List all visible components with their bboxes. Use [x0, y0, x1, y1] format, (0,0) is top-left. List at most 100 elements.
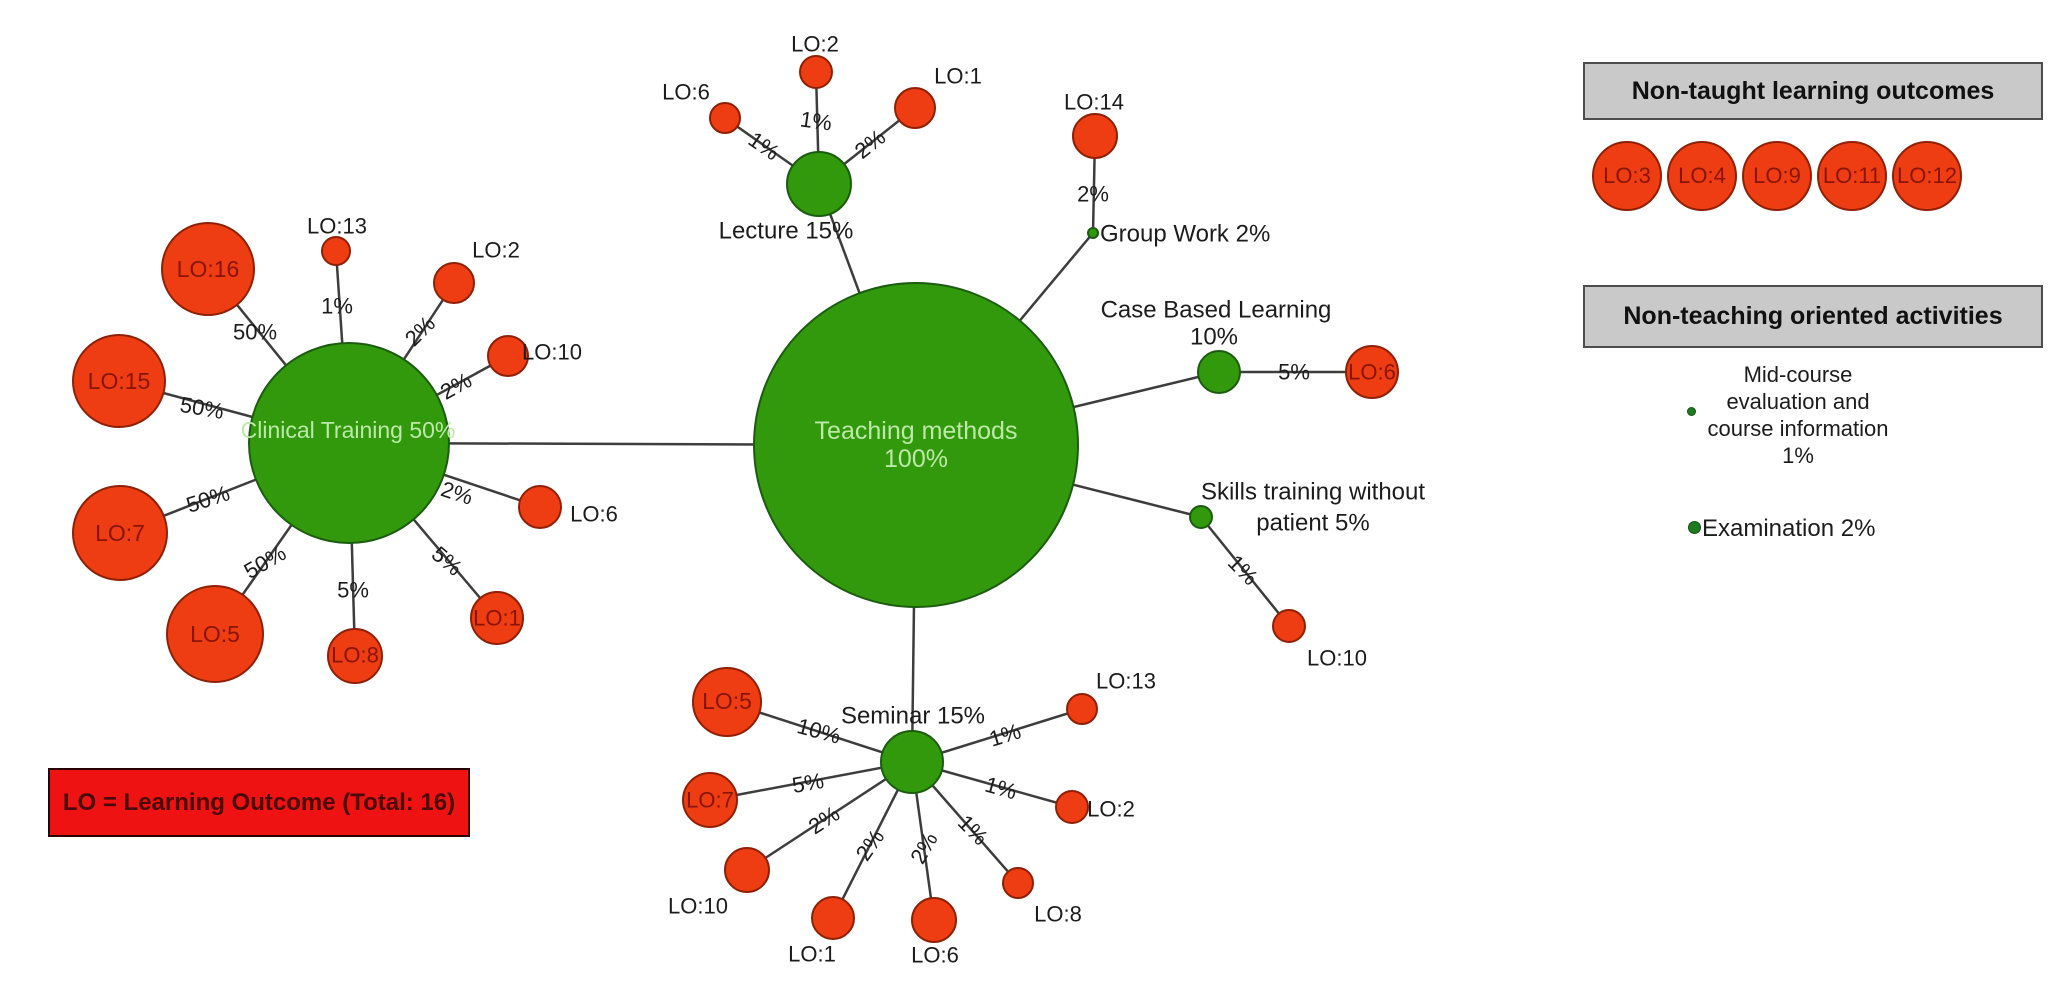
- node-cl-lo1: [470, 591, 524, 645]
- lo-label: LO:13: [307, 214, 367, 239]
- pct-label: 50%: [183, 480, 233, 517]
- edge-seminar-sem-lo10: [746, 760, 913, 872]
- node-sem-lo5: [692, 667, 762, 737]
- node-inner-label: LO:6: [1348, 360, 1396, 385]
- pct-label: 10%: [794, 713, 843, 749]
- non-taught-lo-chip: LO:11: [1817, 141, 1887, 211]
- pct-label: 2%: [1077, 182, 1109, 207]
- node-inner-label: LO:1: [473, 606, 521, 631]
- method-label: Seminar 15%: [841, 703, 985, 730]
- node-sem-lo2: [1055, 790, 1089, 824]
- node-cl-lo13: [321, 236, 351, 266]
- method-label: 10%: [1190, 324, 1238, 351]
- node-sem-lo6: [911, 897, 957, 943]
- pct-label: 2%: [436, 367, 476, 404]
- pct-label: 5%: [1278, 360, 1310, 385]
- non-taught-outcomes-row: LO:3 LO:4 LO:9 LO:11 LO:12: [1592, 141, 1962, 211]
- lo-label: LO:10: [1307, 646, 1367, 671]
- method-label: Case Based Learning: [1101, 297, 1332, 324]
- pct-label: 1%: [982, 772, 1019, 805]
- node-cl-lo6: [518, 485, 562, 529]
- node-inner-label: 100%: [884, 445, 948, 473]
- midcourse-line: Mid-course: [1743, 362, 1853, 387]
- node-groupwork: [1087, 227, 1099, 239]
- node-inner-label: LO:16: [177, 256, 240, 282]
- examination-bullet-icon: [1688, 521, 1701, 534]
- node-inner-label: LO:7: [95, 520, 145, 546]
- lo-label: LO:6: [911, 943, 959, 968]
- edge-skills-sk-lo10: [1200, 516, 1290, 627]
- node-lecture: [786, 151, 852, 217]
- node-inner-label: LO:8: [331, 643, 379, 668]
- lo-label: LO:1: [934, 64, 982, 89]
- node-inner-label: LO:15: [88, 368, 151, 394]
- pct-label: 2%: [850, 124, 890, 163]
- node-inner-label: Clinical Training 50%: [241, 417, 456, 443]
- node-cl-lo7: [72, 485, 168, 581]
- node-gw-lo14: [1072, 113, 1118, 159]
- lo-label: LO:14: [1064, 90, 1124, 115]
- edge-seminar-sem-lo7: [709, 760, 913, 802]
- pct-label: 2%: [851, 825, 890, 865]
- node-teaching: [753, 282, 1079, 608]
- legend-box: LO = Learning Outcome (Total: 16): [48, 768, 470, 837]
- pct-label: 1%: [321, 294, 353, 319]
- node-sem-lo10: [724, 847, 770, 893]
- non-taught-lo-chip: LO:4: [1667, 141, 1737, 211]
- lo-label: LO:13: [1096, 669, 1156, 694]
- method-label: Lecture 15%: [719, 218, 854, 245]
- pct-label: 2%: [438, 476, 476, 510]
- lo-label: LO:2: [1087, 797, 1135, 822]
- node-seminar: [880, 730, 944, 794]
- pct-label: 5%: [790, 768, 826, 798]
- examination-label: Examination 2%: [1702, 515, 1876, 542]
- node-cl-lo5: [166, 585, 264, 683]
- node-inner-label: LO:5: [190, 621, 240, 647]
- node-inner-label: LO:5: [702, 688, 752, 714]
- node-cl-lo8: [327, 628, 383, 684]
- pct-label: 2%: [804, 801, 844, 839]
- node-inner-label: Teaching methods: [815, 417, 1018, 445]
- method-label: Skills training without: [1201, 479, 1425, 506]
- non-taught-outcomes-title: Non-taught learning outcomes: [1583, 62, 2043, 120]
- lo-label: LO:2: [472, 238, 520, 263]
- node-lec-lo2: [799, 55, 833, 89]
- node-cl-lo10: [487, 335, 529, 377]
- midcourse-line: course information: [1707, 416, 1889, 441]
- node-sem-lo7: [682, 772, 738, 828]
- midcourse-bullet-icon: [1687, 407, 1696, 416]
- lo-label: LO:10: [668, 894, 728, 919]
- method-label: patient 5%: [1256, 510, 1369, 537]
- non-taught-lo-chip: LO:3: [1592, 141, 1662, 211]
- pct-label: 1%: [799, 106, 834, 135]
- pct-label: 50%: [233, 320, 277, 345]
- midcourse-line: 1%: [1782, 443, 1814, 468]
- pct-label: 5%: [337, 578, 369, 603]
- midcourse-line: evaluation and: [1726, 389, 1870, 414]
- lo-label: LO:6: [662, 80, 710, 105]
- node-cbl: [1197, 350, 1241, 394]
- lo-label: LO:8: [1034, 902, 1082, 927]
- pct-label: 2%: [905, 828, 943, 868]
- pct-label: 1%: [744, 127, 784, 166]
- lo-label: LO:10: [522, 340, 582, 365]
- node-cl-lo16: [161, 222, 255, 316]
- midcourse-evaluation-label: Mid-course evaluation and course informa…: [1668, 361, 1928, 469]
- method-label: Group Work 2%: [1100, 221, 1270, 248]
- non-taught-lo-chip: LO:12: [1892, 141, 1962, 211]
- pct-label: 50%: [178, 392, 226, 424]
- node-sem-lo1: [811, 896, 855, 940]
- node-cl-lo2: [433, 262, 475, 304]
- node-cbl-lo6: [1345, 345, 1399, 399]
- node-skills: [1189, 505, 1213, 529]
- pct-label: 2%: [400, 311, 440, 351]
- node-sem-lo13: [1066, 693, 1098, 725]
- node-lec-lo1: [894, 87, 936, 129]
- node-inner-label: LO:7: [686, 788, 734, 813]
- non-taught-lo-chip: LO:9: [1742, 141, 1812, 211]
- node-sem-lo8: [1002, 867, 1034, 899]
- pct-label: 1%: [1223, 550, 1263, 590]
- node-sk-lo10: [1272, 609, 1306, 643]
